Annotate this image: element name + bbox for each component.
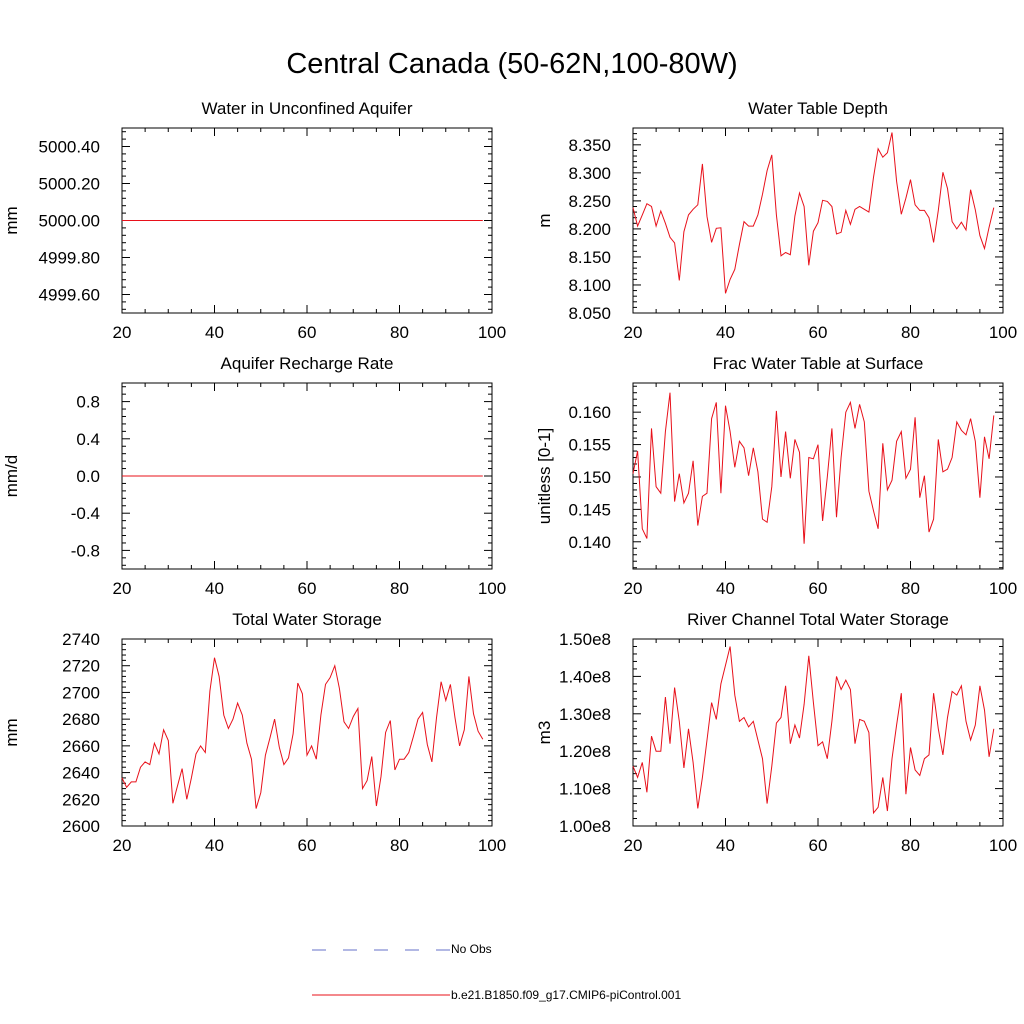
y-tick-label: -0.4 [71, 504, 100, 523]
y-tick-label: 8.050 [568, 304, 611, 323]
y-axis-label: mm/d [2, 455, 21, 498]
y-tick-label: 4999.80 [39, 249, 100, 268]
y-tick-label: 1.00e8 [559, 817, 611, 836]
x-tick-label: 40 [716, 579, 735, 598]
y-tick-label: 5000.40 [39, 138, 100, 157]
y-tick-label: 1.10e8 [559, 780, 611, 799]
series-line-model [121, 657, 484, 809]
x-tick-label: 40 [205, 323, 224, 342]
y-axis-label: mm [2, 206, 21, 234]
series-line-model [632, 392, 995, 544]
x-tick-label: 80 [390, 836, 409, 855]
y-axis-label: unitless [0-1] [535, 428, 554, 524]
y-tick-label: 8.250 [568, 192, 611, 211]
x-tick-label: 60 [809, 323, 828, 342]
x-tick-label: 100 [989, 579, 1017, 598]
y-axis-label: m3 [535, 721, 554, 745]
y-tick-label: 0.155 [568, 436, 611, 455]
y-tick-label: 2660 [62, 737, 100, 756]
x-tick-label: 20 [624, 323, 643, 342]
y-tick-label: 8.100 [568, 276, 611, 295]
x-tick-label: 60 [298, 323, 317, 342]
y-tick-label: 2600 [62, 817, 100, 836]
y-tick-label: 1.50e8 [559, 630, 611, 649]
panel-title: Total Water Storage [232, 610, 382, 629]
y-tick-label: 2680 [62, 710, 100, 729]
x-tick-label: 20 [624, 579, 643, 598]
y-tick-label: 4999.60 [39, 286, 100, 305]
x-tick-label: 80 [901, 579, 920, 598]
x-tick-label: 80 [901, 323, 920, 342]
y-axis-label: mm [2, 718, 21, 746]
x-tick-label: 40 [716, 836, 735, 855]
x-tick-label: 60 [298, 836, 317, 855]
figure-title: Central Canada (50-62N,100-80W) [286, 48, 738, 80]
y-tick-label: 0.8 [76, 393, 100, 412]
panel-title: Aquifer Recharge Rate [221, 354, 394, 373]
panel-title: River Channel Total Water Storage [687, 610, 949, 629]
chart-panel-4: Frac Water Table at Surface unitless [0-1… [535, 354, 1017, 598]
y-tick-label: 5000.20 [39, 175, 100, 194]
y-tick-label: 0.160 [568, 403, 611, 422]
y-tick-label: 2720 [62, 657, 100, 676]
x-tick-label: 40 [205, 836, 224, 855]
chart-panel-2: Water Table Depth m 20 40 60 80 100 8.050 8.100 8… [535, 99, 1017, 342]
x-tick-label: 60 [298, 579, 317, 598]
x-tick-label: 100 [989, 836, 1017, 855]
x-tick-label: 20 [113, 323, 132, 342]
y-tick-label: 8.150 [568, 248, 611, 267]
series-line-model [632, 646, 995, 815]
panel-title: Water Table Depth [748, 99, 888, 118]
y-tick-label: 1.30e8 [559, 705, 611, 724]
y-tick-label: -0.8 [71, 541, 100, 560]
y-tick-label: 0.0 [76, 467, 100, 486]
x-tick-label: 60 [809, 836, 828, 855]
y-tick-label: 0.4 [76, 430, 100, 449]
series-line-model [632, 132, 995, 294]
x-tick-label: 100 [478, 579, 506, 598]
y-tick-label: 2740 [62, 630, 100, 649]
x-tick-label: 20 [624, 836, 643, 855]
y-tick-label: 0.140 [568, 533, 611, 552]
legend-obs-label: No Obs [451, 942, 492, 956]
y-tick-label: 0.145 [568, 500, 611, 519]
y-tick-label: 1.40e8 [559, 667, 611, 686]
x-tick-label: 40 [716, 323, 735, 342]
x-tick-label: 40 [205, 579, 224, 598]
y-tick-label: 0.150 [568, 468, 611, 487]
y-tick-label: 5000.00 [39, 212, 100, 231]
x-tick-label: 20 [113, 836, 132, 855]
y-tick-label: 8.300 [568, 164, 611, 183]
y-tick-label: 1.20e8 [559, 742, 611, 761]
y-tick-label: 8.350 [568, 136, 611, 155]
chart-panel-1: Water in Unconfined Aquifer mm 20 40 60 80 100… [2, 99, 506, 342]
x-tick-label: 60 [809, 579, 828, 598]
x-tick-label: 100 [478, 836, 506, 855]
x-tick-label: 80 [390, 323, 409, 342]
x-tick-label: 80 [390, 579, 409, 598]
y-tick-label: 8.200 [568, 220, 611, 239]
x-tick-label: 20 [113, 579, 132, 598]
chart-panel-5: Total Water Storage mm 20 40 60 80 100 2600 2620… [2, 610, 506, 855]
panel-title: Frac Water Table at Surface [713, 354, 924, 373]
x-tick-label: 100 [478, 323, 506, 342]
y-tick-label: 2620 [62, 790, 100, 809]
x-tick-label: 80 [901, 836, 920, 855]
chart-panel-6: River Channel Total Water Storage m3 20 40 6… [535, 610, 1017, 855]
panel-title: Water in Unconfined Aquifer [201, 99, 412, 118]
chart-panel-3: Aquifer Recharge Rate mm/d 20 40 60 80 100 -0.8… [2, 354, 506, 598]
legend-model-label: b.e21.B1850.f09_g17.CMIP6-piControl.001 [451, 988, 682, 1002]
y-tick-label: 2700 [62, 683, 100, 702]
y-tick-label: 2640 [62, 764, 100, 783]
x-tick-label: 100 [989, 323, 1017, 342]
y-axis-label: m [535, 213, 554, 227]
